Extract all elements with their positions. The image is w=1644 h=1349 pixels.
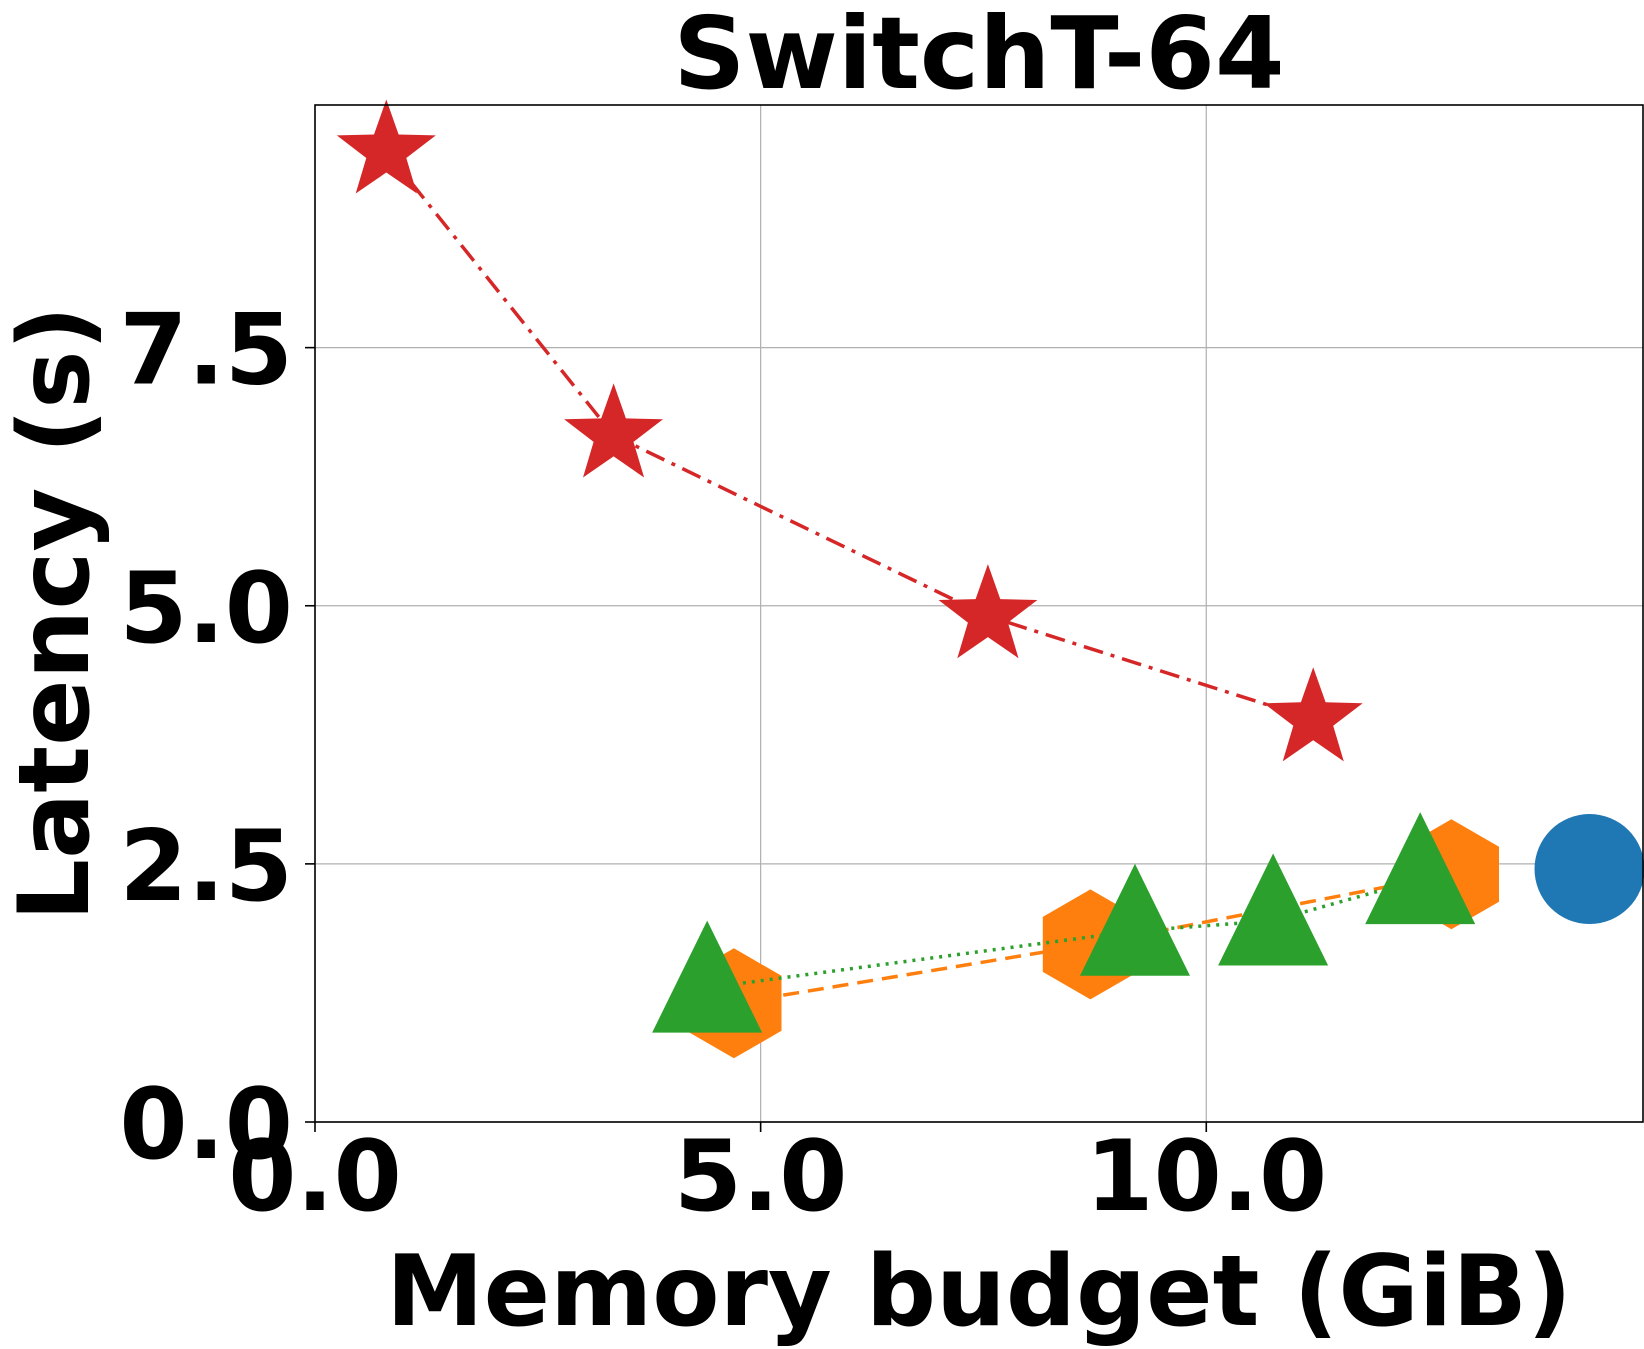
y-tick-label: 2.5 xyxy=(119,810,293,924)
y-axis-label: Latency (s) xyxy=(0,306,112,922)
star-series-line xyxy=(384,150,1314,721)
circle-series xyxy=(1534,814,1644,925)
star-series xyxy=(336,99,1363,762)
hexagon-series xyxy=(686,819,1499,1059)
y-tick-label: 5.0 xyxy=(119,552,293,666)
triangle-marker xyxy=(1365,812,1476,925)
series-layer xyxy=(336,99,1644,1059)
chart-title: SwitchT-64 xyxy=(673,0,1284,112)
triangle-marker xyxy=(1079,863,1190,976)
triangle-marker xyxy=(1218,853,1329,966)
tick-layer: 0.0 5.0 10.0 0.0 2.5 5.0 7.5 xyxy=(119,294,1327,1234)
y-tick-label: 7.5 xyxy=(119,294,293,408)
x-axis-label: Memory budget (GiB) xyxy=(386,1235,1572,1349)
triangle-marker xyxy=(652,920,763,1033)
plot-frame xyxy=(314,104,1644,1123)
circle-marker xyxy=(1534,814,1644,925)
star-marker xyxy=(1263,667,1363,762)
x-tick-label: 5.0 xyxy=(674,1120,848,1234)
x-tick-label: 0.0 xyxy=(228,1120,402,1234)
star-marker xyxy=(564,383,663,478)
star-marker xyxy=(336,99,436,194)
y-tick-label: 0.0 xyxy=(119,1068,293,1182)
x-tick-label: 10.0 xyxy=(1085,1120,1327,1234)
star-marker xyxy=(938,564,1038,659)
triangle-series xyxy=(652,812,1476,1033)
